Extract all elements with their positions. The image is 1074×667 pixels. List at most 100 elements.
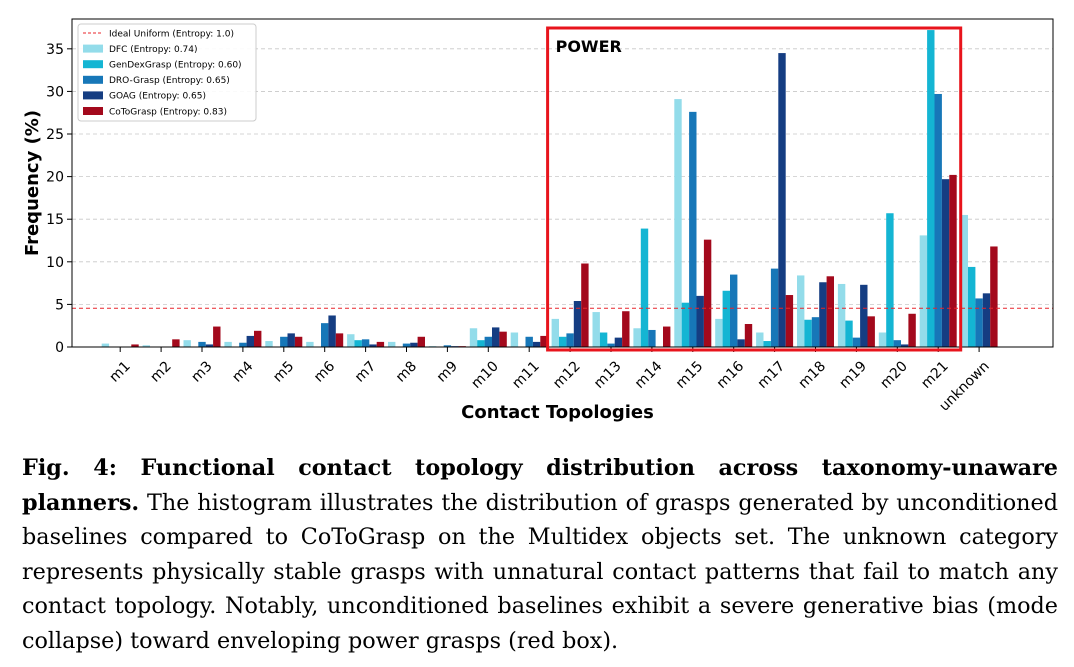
x-tick-label-m8: m8: [393, 358, 420, 385]
bar-m20-s2: [893, 340, 901, 347]
bar-m4-s3: [246, 335, 254, 347]
bar-m6-s4: [335, 333, 344, 347]
legend-label: Ideal Uniform (Entropy: 1.0): [109, 29, 234, 39]
power-label: POWER: [556, 37, 622, 56]
bar-m21-s0: [919, 235, 928, 347]
bar-m14-s1: [640, 228, 649, 347]
caption-body: The histogram illustrates the distributi…: [22, 489, 1058, 654]
bar-m3-s0: [183, 340, 191, 347]
x-tick-label-m16: m16: [714, 358, 748, 392]
legend-label: DRO-Grasp (Entropy: 0.65): [109, 76, 230, 86]
x-tick-label-m9: m9: [434, 358, 461, 385]
x-tick-label-m1: m1: [107, 358, 134, 385]
legend-swatch: [83, 60, 103, 69]
bar-m20-s0: [878, 332, 887, 347]
x-tick-label-m13: m13: [591, 358, 625, 392]
legend-swatch: [83, 107, 103, 115]
bar-m11-s2: [525, 336, 533, 347]
bar-m6-s3: [328, 315, 336, 347]
bar-m7-s3: [369, 344, 377, 347]
bar-m8-s2: [402, 343, 411, 347]
x-tick-label-m5: m5: [270, 358, 297, 385]
bar-m19-s2: [852, 337, 861, 347]
bar-m16-s1: [722, 290, 730, 347]
bar-m20-s4: [908, 313, 916, 347]
bar-m7-s1: [354, 340, 362, 347]
bar-m6-s2: [321, 323, 329, 347]
power-box: [546, 26, 963, 352]
bar-m3-s2: [198, 341, 206, 347]
x-tick-label-m3: m3: [188, 358, 215, 385]
bar-m18-s0: [797, 275, 805, 347]
bar-m12-s2: [566, 333, 574, 347]
bar-m10-s0: [469, 328, 478, 347]
bar-m12-s4: [581, 263, 589, 347]
legend-swatch: [83, 91, 103, 100]
bar-m1-s4: [131, 344, 139, 347]
bar-m20-s3: [901, 344, 909, 347]
bar-m16-s3: [737, 339, 745, 347]
legend-label: CoToGrasp (Entropy: 0.83): [109, 107, 227, 117]
bar-m14-s2: [648, 329, 656, 347]
bar-m12-s1: [559, 336, 567, 347]
bar-m19-s1: [845, 320, 853, 347]
bar-m2-s4: [172, 339, 180, 347]
y-tick-label: 0: [55, 340, 64, 356]
bar-m4-s0: [224, 341, 232, 347]
bar-m4-s4: [254, 330, 262, 347]
bar-m15-s1: [681, 302, 690, 347]
x-tick-label-m14: m14: [632, 358, 666, 392]
legend-label: GenDexGrasp (Entropy: 0.60): [109, 61, 242, 71]
bar-m18-s3: [819, 282, 827, 347]
bar-m16-s2: [730, 274, 738, 347]
x-tick-label-m10: m10: [468, 358, 502, 392]
bar-m6-s0: [306, 341, 314, 347]
x-tick-label-m2: m2: [147, 358, 174, 385]
bar-m19-s3: [860, 284, 868, 347]
x-tick-label-m18: m18: [796, 358, 830, 392]
plot-frame: [71, 18, 1054, 348]
bar-m8-s4: [417, 336, 425, 347]
x-axis-title: Contact Topologies: [461, 402, 654, 423]
x-tick-label-m21: m21: [918, 358, 952, 392]
bar-m16-s4: [744, 324, 753, 347]
bar-m16-s0: [715, 318, 723, 347]
caption-label: Fig. 4: Functional contact topology dist…: [22, 455, 1058, 516]
x-tick-label-m6: m6: [311, 358, 338, 385]
bar-unknown-s4: [990, 246, 998, 347]
bar-m12-s3: [573, 300, 582, 347]
bar-m9-s2: [443, 345, 452, 347]
legend-label: GOAG (Entropy: 0.65): [109, 92, 206, 102]
bar-m5-s0: [265, 341, 273, 347]
bar-m13-s1: [599, 332, 608, 347]
bar-m13-s3: [614, 337, 623, 347]
chart-figure: 0 5 10 15 20 25 30 35 m1 m2 m3 m4 m5 m6 m7 m8 m9 m10 m11 m1…: [22, 18, 1054, 423]
y-tick-label: 35: [46, 42, 64, 58]
x-tick-label-m11: m11: [509, 358, 543, 392]
bar-m12-s0: [551, 318, 559, 347]
bar-m5-s3: [287, 333, 295, 347]
bar-m17-s0: [756, 332, 764, 347]
bar-m19-s0: [837, 283, 846, 347]
bar-m21-s1: [927, 30, 935, 348]
x-tick-label-m15: m15: [673, 358, 707, 392]
bar-m17-s4: [785, 295, 794, 347]
x-tick-label-m19: m19: [836, 358, 870, 392]
bar-m11-s3: [532, 341, 541, 347]
bar-m19-s4: [867, 316, 875, 347]
bar-m14-s0: [633, 328, 641, 347]
bar-m11-s0: [510, 332, 519, 347]
y-tick-label: 25: [46, 127, 64, 143]
legend: Ideal Uniform (Entropy: 1.0) DFC (Entropy…: [77, 23, 257, 122]
y-tick-label: 20: [46, 170, 64, 186]
bar-m15-s0: [674, 99, 682, 347]
bar-unknown-s1: [968, 266, 976, 347]
bar-m14-s4: [663, 326, 671, 347]
bar-m13-s0: [592, 312, 600, 347]
bar-m18-s2: [811, 317, 820, 347]
bar-unknown-s2: [975, 298, 983, 347]
x-tick-label-m20: m20: [877, 358, 911, 392]
bar-m11-s4: [540, 335, 548, 347]
y-tick-label: 10: [46, 255, 64, 271]
bar-m21-s2: [934, 93, 942, 347]
